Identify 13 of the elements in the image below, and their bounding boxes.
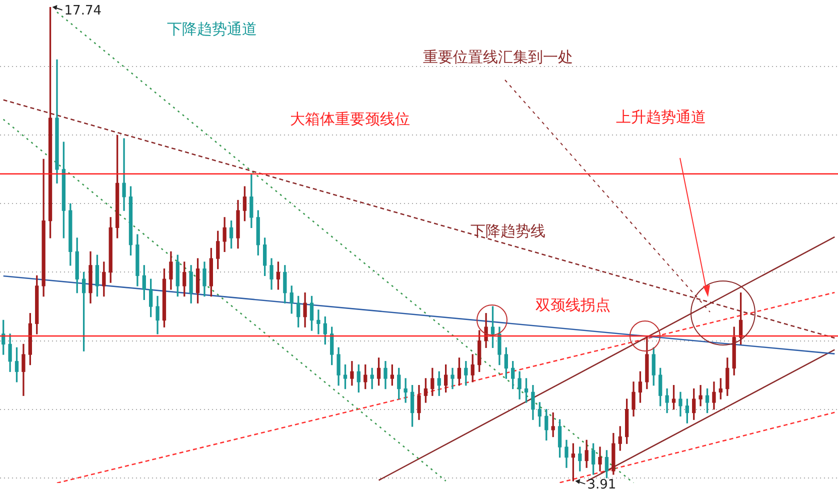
candlestick bbox=[450, 368, 454, 390]
annotation: 下降趋势线 bbox=[470, 222, 546, 240]
annotation: 17.74 bbox=[64, 3, 102, 18]
candlestick bbox=[122, 138, 126, 211]
annotation: 3.91 bbox=[587, 477, 616, 492]
candlestick bbox=[698, 385, 702, 406]
annotation: 上升趋势通道 bbox=[616, 108, 706, 126]
annotation: 双颈线拐点 bbox=[536, 296, 610, 314]
annotation: 大箱体重要颈线位 bbox=[290, 110, 410, 128]
annotation: 下降趋势通道 bbox=[167, 20, 257, 38]
candlestick bbox=[370, 368, 374, 390]
annotation: 重要位置线汇集到一处 bbox=[423, 48, 573, 66]
candlestick bbox=[316, 310, 320, 334]
